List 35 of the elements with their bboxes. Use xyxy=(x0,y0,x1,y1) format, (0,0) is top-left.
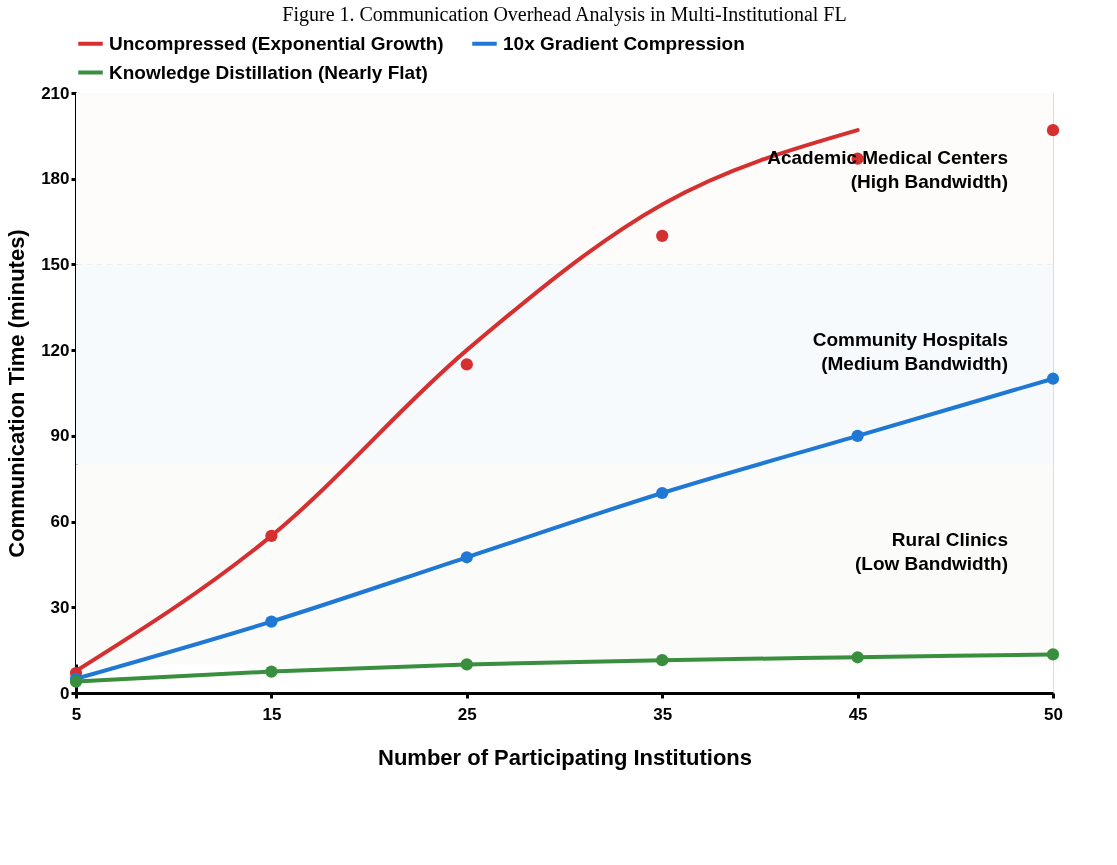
x-tick-label: 5 xyxy=(71,704,82,724)
y-tick-label: 60 xyxy=(50,512,70,532)
point xyxy=(851,429,864,442)
legend-label: Knowledge Distillation (Nearly Flat) xyxy=(109,61,428,83)
legend-label: 10x Gradient Compression xyxy=(503,32,745,54)
band-label: Community Hospitals (Medium Bandwidth) xyxy=(812,329,1008,375)
y-tick-label: 120 xyxy=(41,340,70,360)
y-tick-label: 150 xyxy=(41,254,70,274)
legend-label: Uncompressed (Exponential Growth) xyxy=(109,32,444,54)
point xyxy=(656,654,669,667)
y-tick-label: 210 xyxy=(41,83,70,103)
point xyxy=(460,551,473,564)
y-axis-title: Communication Time (minutes) xyxy=(4,229,30,558)
point xyxy=(265,615,278,628)
point xyxy=(265,665,278,678)
y-tick-label: 180 xyxy=(41,169,70,189)
x-axis-title: Number of Participating Institutions xyxy=(377,744,753,770)
point xyxy=(851,651,864,664)
point xyxy=(460,658,473,671)
x-tick-label: 35 xyxy=(653,704,673,724)
x-tick-label: 15 xyxy=(262,704,282,724)
chart-title: Figure 1. Communication Overhead Analysis in Multi-Institutional FL xyxy=(282,3,847,26)
x-tick-label: 45 xyxy=(848,704,868,724)
point xyxy=(1046,648,1060,661)
point xyxy=(1046,372,1060,385)
y-tick-label: 0 xyxy=(60,683,70,703)
point xyxy=(460,358,473,371)
point xyxy=(656,229,669,242)
x-tick-label: 25 xyxy=(457,704,477,724)
point xyxy=(1046,124,1060,137)
y-tick-label: 30 xyxy=(50,597,70,617)
point xyxy=(656,486,669,500)
x-tick-label: 50 xyxy=(1044,704,1063,724)
band-label: Rural Clinics (Low Bandwidth) xyxy=(854,529,1008,575)
y-tick-label: 90 xyxy=(50,426,70,446)
